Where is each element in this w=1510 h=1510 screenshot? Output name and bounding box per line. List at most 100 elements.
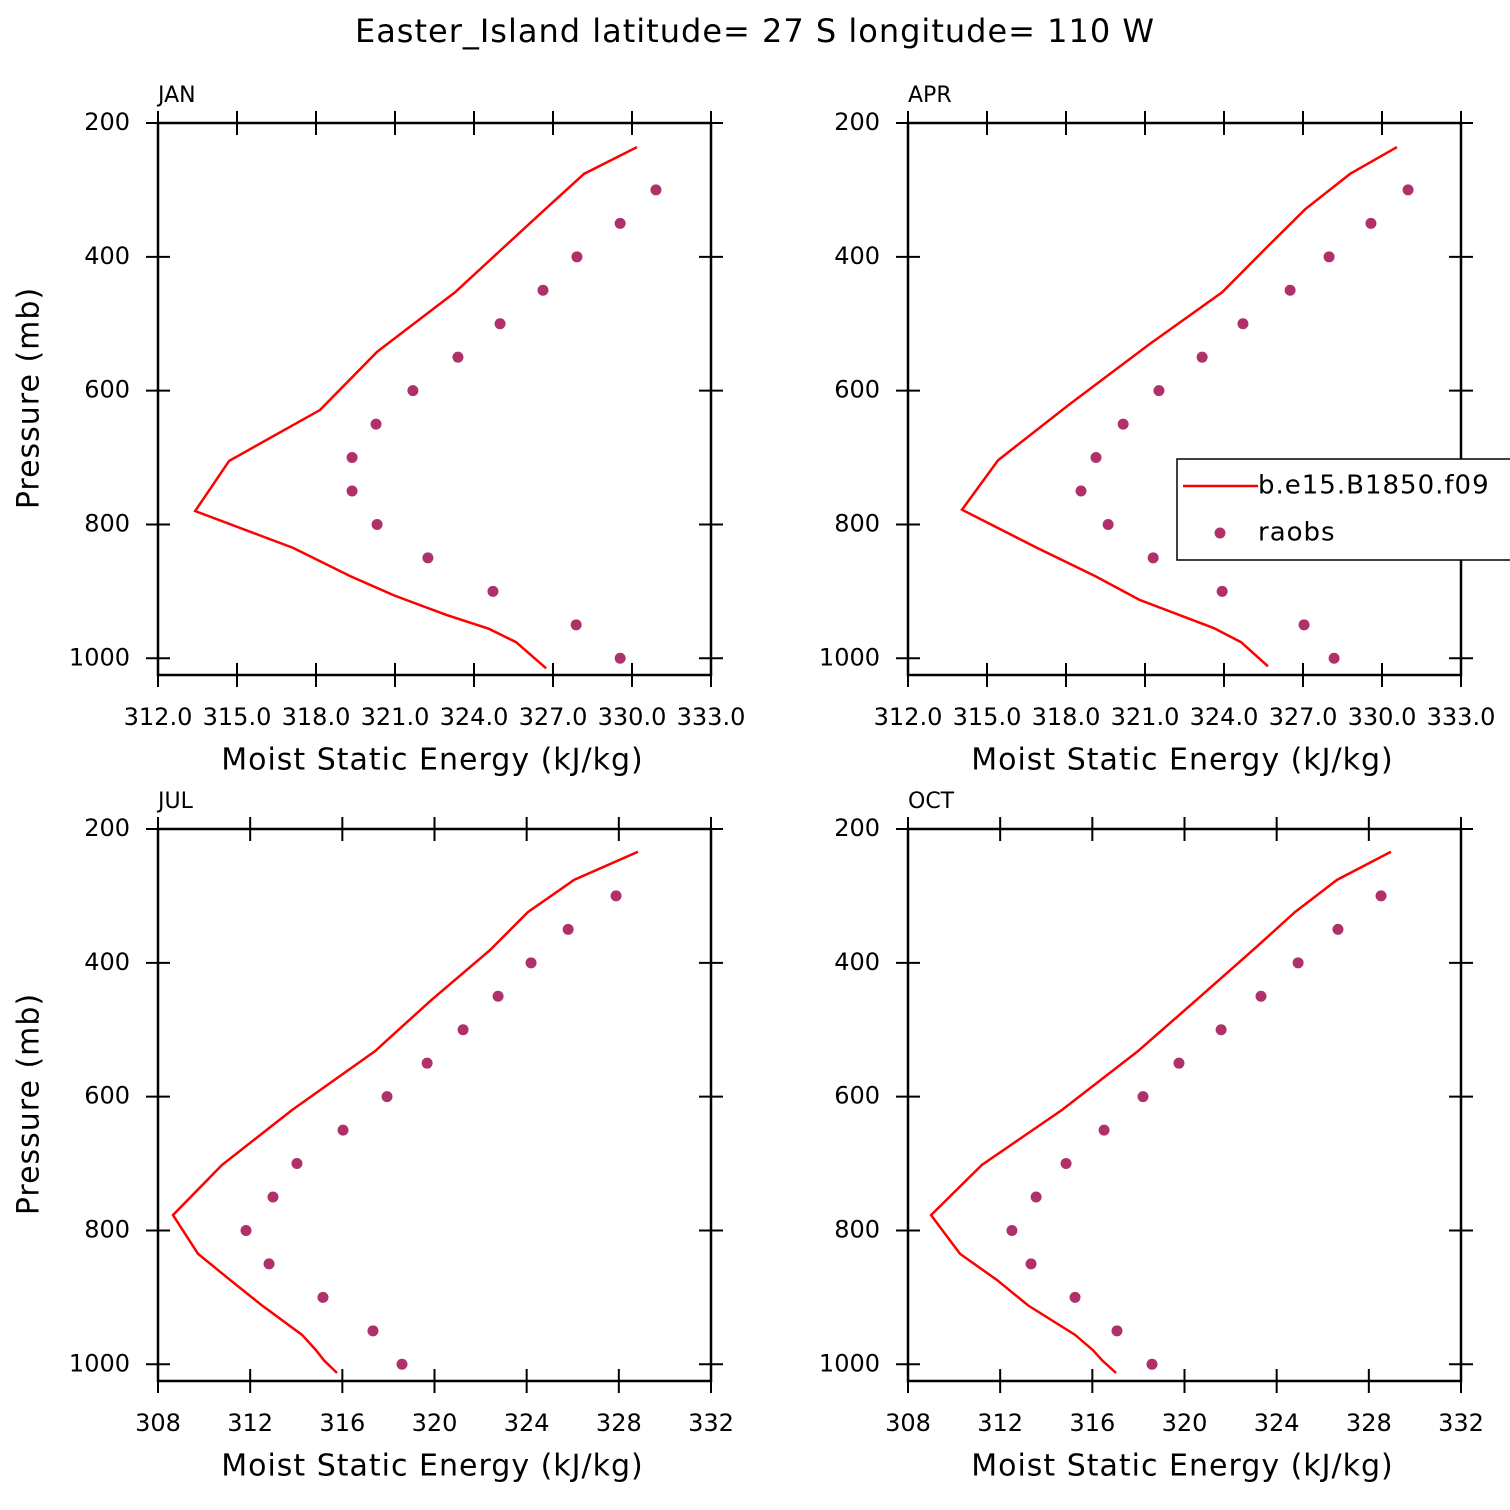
obs-point bbox=[346, 485, 358, 497]
x-tick-label: 324 bbox=[1254, 1409, 1300, 1437]
x-tick-label: 324.0 bbox=[1190, 703, 1259, 731]
obs-point bbox=[1102, 518, 1114, 530]
panel-title: OCT bbox=[908, 789, 955, 814]
obs-point bbox=[240, 1224, 252, 1236]
obs-point bbox=[422, 552, 434, 564]
x-tick-label: 330.0 bbox=[598, 703, 667, 731]
obs-point bbox=[562, 923, 574, 935]
obs-point bbox=[407, 385, 419, 397]
x-axis-label: Moist Static Energy (kJ/kg) bbox=[971, 743, 1394, 778]
y-tick-label: 400 bbox=[834, 948, 880, 976]
obs-point bbox=[267, 1191, 279, 1203]
obs-point bbox=[614, 652, 626, 664]
obs-point bbox=[381, 1091, 393, 1103]
y-tick-label: 1000 bbox=[69, 1349, 130, 1377]
x-tick-label: 315.0 bbox=[953, 703, 1022, 731]
obs-point bbox=[492, 990, 504, 1002]
obs-point bbox=[317, 1291, 329, 1303]
y-tick-label: 800 bbox=[834, 509, 880, 537]
y-tick-label: 600 bbox=[834, 376, 880, 404]
obs-point bbox=[1375, 890, 1387, 902]
figure-title: Easter_Island latitude= 27 S longitude= … bbox=[355, 12, 1155, 50]
obs-point bbox=[1255, 990, 1267, 1002]
model-line bbox=[171, 850, 639, 1374]
x-tick-label: 332 bbox=[1438, 1409, 1484, 1437]
x-axis-label: Moist Static Energy (kJ/kg) bbox=[971, 1449, 1394, 1484]
obs-point bbox=[1323, 251, 1335, 263]
x-tick-label: 312 bbox=[227, 1409, 273, 1437]
obs-point bbox=[1196, 351, 1208, 363]
obs-point bbox=[1098, 1124, 1110, 1136]
y-tick-label: 1000 bbox=[819, 1349, 880, 1377]
y-tick-label: 200 bbox=[84, 108, 130, 136]
obs-point bbox=[291, 1158, 303, 1170]
model-line bbox=[929, 850, 1392, 1374]
x-tick-label: 324.0 bbox=[440, 703, 509, 731]
panel-title: APR bbox=[908, 83, 952, 108]
y-tick-label: 400 bbox=[84, 948, 130, 976]
y-tick-label: 600 bbox=[834, 1082, 880, 1110]
panel-title: JAN bbox=[156, 83, 196, 108]
x-tick-label: 308 bbox=[135, 1409, 181, 1437]
obs-point bbox=[1328, 652, 1340, 664]
obs-point bbox=[570, 619, 582, 631]
obs-point bbox=[421, 1057, 433, 1069]
obs-point bbox=[650, 184, 662, 196]
x-tick-label: 320 bbox=[412, 1409, 458, 1437]
obs-point bbox=[1117, 418, 1129, 430]
legend-box bbox=[1176, 458, 1510, 561]
obs-point bbox=[487, 585, 499, 597]
x-tick-label: 308 bbox=[885, 1409, 931, 1437]
legend-label: raobs bbox=[1258, 518, 1336, 548]
x-axis-label: Moist Static Energy (kJ/kg) bbox=[221, 1449, 644, 1484]
x-axis-label: Moist Static Energy (kJ/kg) bbox=[221, 743, 644, 778]
obs-point bbox=[494, 318, 506, 330]
x-tick-label: 318.0 bbox=[282, 703, 351, 731]
obs-point bbox=[1006, 1224, 1018, 1236]
obs-point bbox=[1216, 585, 1228, 597]
obs-point bbox=[525, 957, 537, 969]
y-tick-label: 400 bbox=[84, 242, 130, 270]
plot-frame bbox=[906, 121, 1463, 677]
legend-marker bbox=[1214, 527, 1226, 539]
y-tick-label: 800 bbox=[84, 509, 130, 537]
obs-point bbox=[571, 251, 583, 263]
x-tick-label: 312.0 bbox=[874, 703, 943, 731]
y-tick-label: 1000 bbox=[69, 643, 130, 671]
y-tick-label: 200 bbox=[834, 108, 880, 136]
model-line bbox=[960, 146, 1398, 668]
obs-point bbox=[1146, 1358, 1158, 1370]
panel-title: JUL bbox=[156, 789, 194, 814]
obs-point bbox=[1090, 452, 1102, 464]
y-tick-label: 1000 bbox=[819, 643, 880, 671]
x-tick-label: 324 bbox=[504, 1409, 550, 1437]
obs-point bbox=[367, 1325, 379, 1337]
obs-point bbox=[1060, 1158, 1072, 1170]
x-tick-label: 333.0 bbox=[677, 703, 746, 731]
y-tick-label: 600 bbox=[84, 376, 130, 404]
x-tick-label: 316 bbox=[1069, 1409, 1115, 1437]
y-axis-label: Pressure (mb) bbox=[12, 287, 47, 509]
x-tick-label: 315.0 bbox=[203, 703, 272, 731]
x-tick-label: 330.0 bbox=[1348, 703, 1417, 731]
x-tick-label: 332 bbox=[688, 1409, 734, 1437]
plot-frame bbox=[156, 121, 713, 677]
obs-point bbox=[614, 217, 626, 229]
obs-point bbox=[457, 1024, 469, 1036]
obs-point bbox=[537, 284, 549, 296]
obs-point bbox=[370, 418, 382, 430]
x-tick-label: 328 bbox=[596, 1409, 642, 1437]
y-tick-label: 600 bbox=[84, 1082, 130, 1110]
y-tick-label: 400 bbox=[834, 242, 880, 270]
obs-point bbox=[1402, 184, 1414, 196]
obs-point bbox=[1025, 1258, 1037, 1270]
x-tick-label: 316 bbox=[319, 1409, 365, 1437]
y-tick-label: 800 bbox=[834, 1215, 880, 1243]
obs-point bbox=[1137, 1091, 1149, 1103]
obs-point bbox=[1215, 1024, 1227, 1036]
x-tick-label: 320 bbox=[1162, 1409, 1208, 1437]
obs-point bbox=[1298, 619, 1310, 631]
x-tick-label: 321.0 bbox=[361, 703, 430, 731]
x-tick-label: 327.0 bbox=[519, 703, 588, 731]
